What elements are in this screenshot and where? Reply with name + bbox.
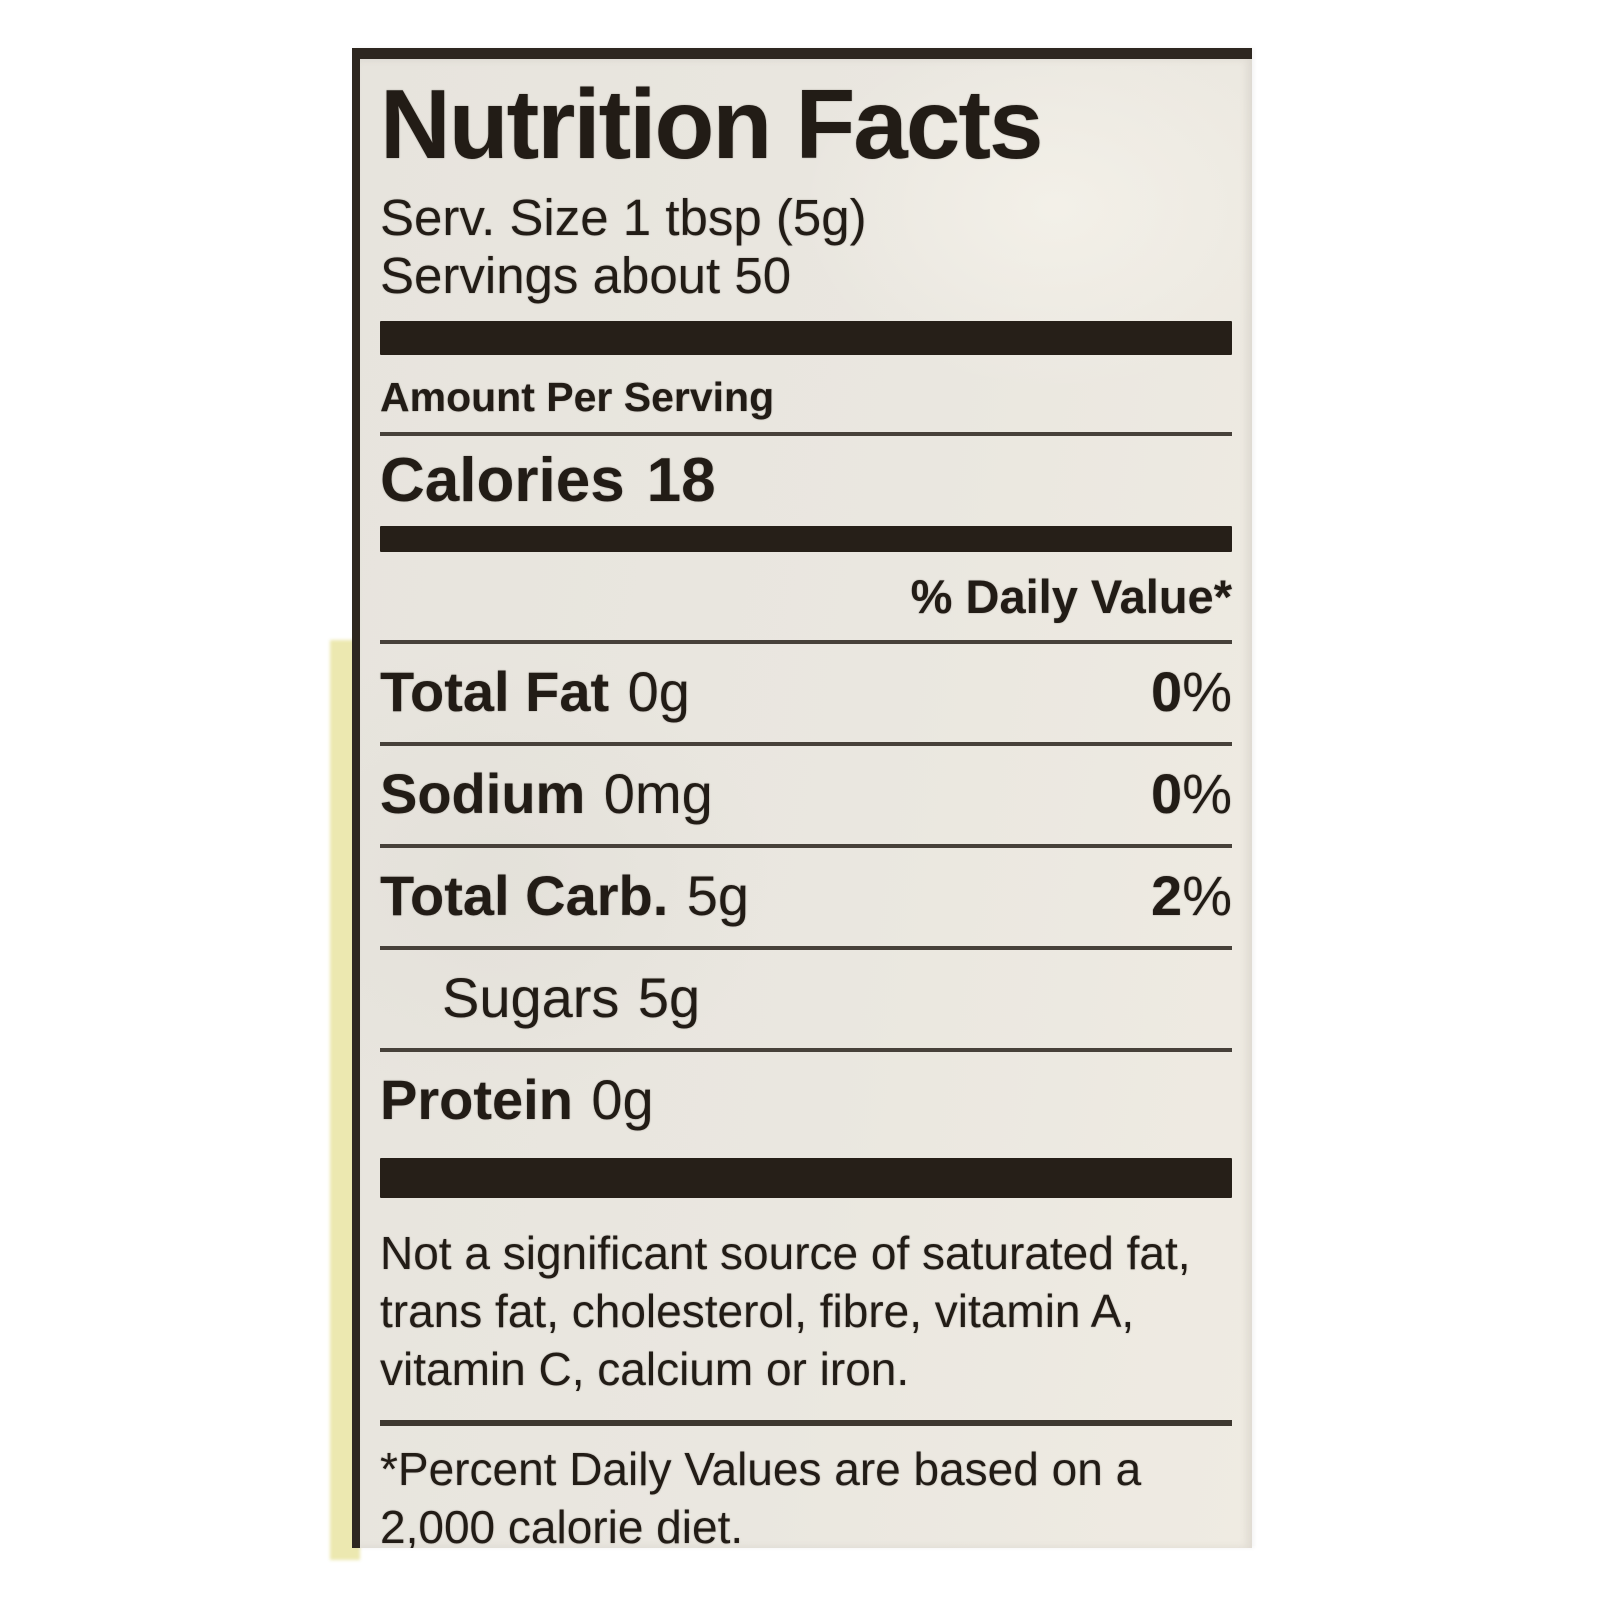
calories-row: Calories 18 xyxy=(380,450,1232,512)
calories-label: Calories xyxy=(380,446,625,516)
percent-daily-values-note: *Percent Daily Values are based on a 2,0… xyxy=(380,1443,1142,1548)
divider-bar-thick xyxy=(380,1158,1232,1199)
daily-value-header: % Daily Value* xyxy=(910,570,1232,624)
nutrient-row-sodium: Sodium 0mg 0% xyxy=(380,746,1232,844)
percent-sign: % xyxy=(1182,660,1232,724)
calories-value: 18 xyxy=(646,446,716,516)
label-title: Nutrition Facts xyxy=(380,69,1043,179)
thin-rule xyxy=(380,844,1232,849)
nutrient-amount: 0g xyxy=(591,1068,654,1132)
nutrient-name-amount: Protein 0g xyxy=(380,1072,654,1128)
nutrient-name: Total Carb. xyxy=(380,864,669,928)
nutrient-name-amount: Total Fat 0g xyxy=(380,664,690,720)
nutrient-amount: 0g xyxy=(627,660,690,724)
nutrient-name: Total Fat xyxy=(380,660,610,724)
percent-sign: % xyxy=(1182,864,1232,928)
nutrition-facts-label: Nutrition Facts Serv. Size 1 tbsp (5g) S… xyxy=(352,48,1252,1548)
thin-rule xyxy=(380,1420,1232,1427)
nutrient-row-total-carb: Total Carb. 5g 2% xyxy=(380,848,1232,946)
nutrient-name-amount: Sodium 0mg xyxy=(380,766,713,822)
nutrient-name-amount: Sugars 5g xyxy=(442,970,700,1026)
thin-rule xyxy=(380,742,1232,747)
nutrient-amount: 5g xyxy=(637,966,701,1030)
nutrient-name-amount: Total Carb. 5g xyxy=(380,868,749,924)
nutrient-daily-value: 2% xyxy=(1151,868,1232,924)
divider-bar-thick xyxy=(380,321,1232,356)
thin-rule xyxy=(380,432,1232,437)
nutrient-amount: 5g xyxy=(686,864,750,928)
amount-per-serving-heading: Amount Per Serving xyxy=(380,374,775,421)
nutrient-row-total-fat: Total Fat 0g 0% xyxy=(380,644,1232,742)
nutrient-name: Sugars xyxy=(442,966,620,1030)
nutrient-name: Protein xyxy=(380,1068,573,1132)
not-significant-source-note: Not a significant source of saturated fa… xyxy=(380,1227,1191,1396)
daily-value-number: 0 xyxy=(1151,762,1183,826)
thin-rule xyxy=(380,1048,1232,1053)
percent-sign: % xyxy=(1182,762,1232,826)
daily-value-number: 0 xyxy=(1151,660,1183,724)
nutrient-name: Sodium xyxy=(380,762,586,826)
nutrient-row-protein: Protein 0g xyxy=(380,1052,1232,1150)
daily-value-number: 2 xyxy=(1151,864,1183,928)
servings-per-container-line: Servings about 50 xyxy=(380,247,792,305)
thin-rule xyxy=(380,946,1232,951)
serving-size-line: Serv. Size 1 tbsp (5g) xyxy=(380,189,867,246)
nutrient-row-sugars: Sugars 5g xyxy=(380,950,1232,1048)
nutrient-daily-value: 0% xyxy=(1151,766,1232,822)
divider-bar-medium xyxy=(380,526,1232,553)
nutrient-daily-value: 0% xyxy=(1151,664,1232,720)
thin-rule xyxy=(380,640,1232,645)
nutrient-amount: 0mg xyxy=(603,762,713,826)
